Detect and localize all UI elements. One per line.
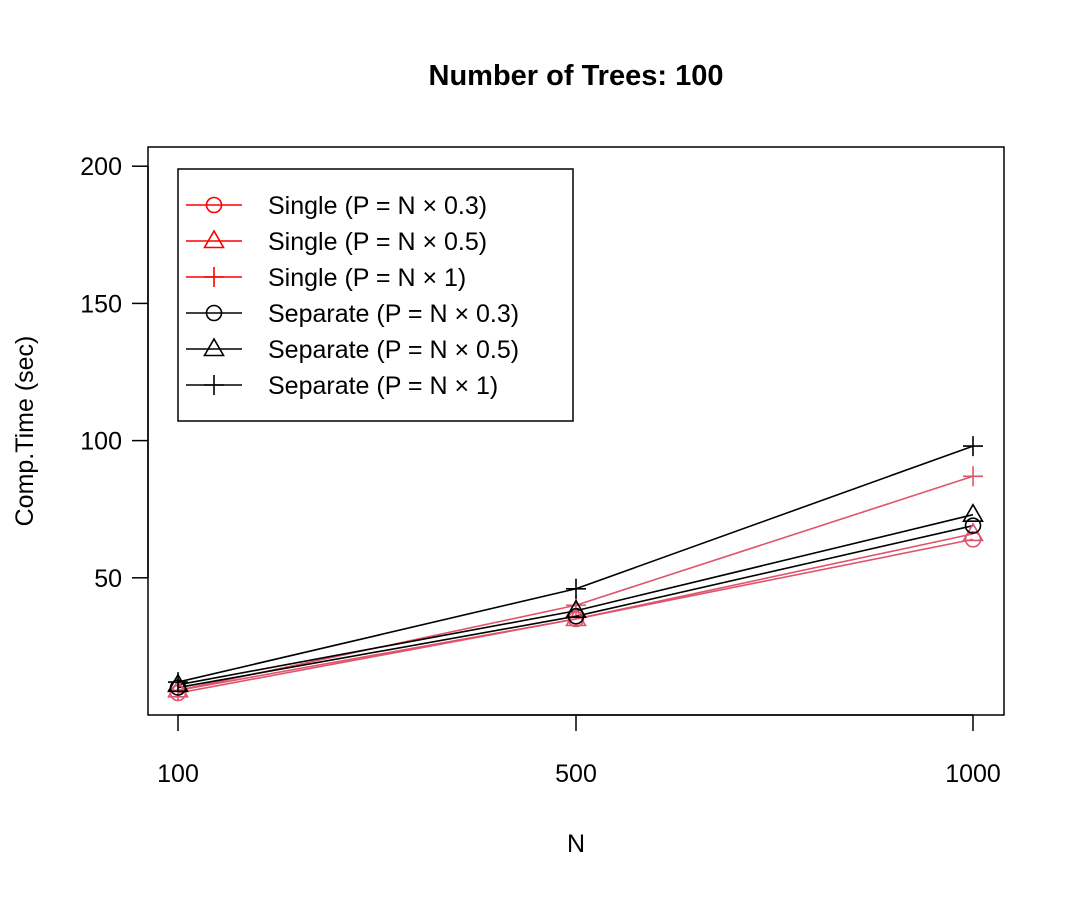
y-tick-label: 50 (94, 565, 122, 593)
series-points (167, 436, 984, 702)
legend-label: Single (P = N × 0.5) (268, 228, 487, 256)
y-axis-label: Comp.Time (sec) (11, 336, 39, 527)
legend-label: Separate (P = N × 1) (268, 372, 498, 400)
y-tick-label: 150 (80, 290, 122, 318)
y-tick-label: 200 (80, 153, 122, 181)
legend-label: Separate (P = N × 0.5) (268, 336, 519, 364)
legend: Single (P = N × 0.3) Single (P = N × 0.5)… (177, 168, 574, 422)
legend-marker-triangle (203, 337, 225, 357)
legend-marker-plus (204, 267, 224, 287)
legend-marker-triangle (203, 229, 225, 249)
data-point-plus (963, 466, 983, 487)
legend-label: Single (P = N × 1) (268, 264, 466, 292)
x-tick-label: 100 (157, 760, 199, 788)
data-point-plus (963, 436, 983, 457)
legend-marker-circle (205, 196, 223, 214)
legend-label: Separate (P = N × 0.3) (268, 300, 519, 328)
data-point-circle (964, 531, 982, 548)
x-axis-label: N (567, 830, 585, 858)
data-point-plus (566, 578, 586, 599)
chart-title: Number of Trees: 100 (429, 60, 724, 92)
series-line-4 (177, 524, 974, 689)
x-tick-label: 500 (555, 760, 597, 788)
data-point-circle (964, 517, 982, 534)
legend-label: Single (P = N × 0.3) (268, 192, 487, 220)
legend-marker-circle (205, 304, 223, 322)
data-point-plus (168, 672, 188, 693)
series-lines (177, 445, 974, 694)
data-point-triangle (962, 503, 984, 522)
axes: 100 500 1000 50 100 150 200 (80, 153, 1001, 788)
data-point-triangle (565, 599, 587, 619)
legend-marker-plus (204, 375, 224, 395)
y-tick-label: 100 (80, 428, 122, 456)
x-tick-label: 1000 (945, 760, 1001, 788)
series-line-2 (177, 533, 974, 692)
data-point-circle (567, 607, 585, 625)
legend-box (177, 168, 574, 422)
